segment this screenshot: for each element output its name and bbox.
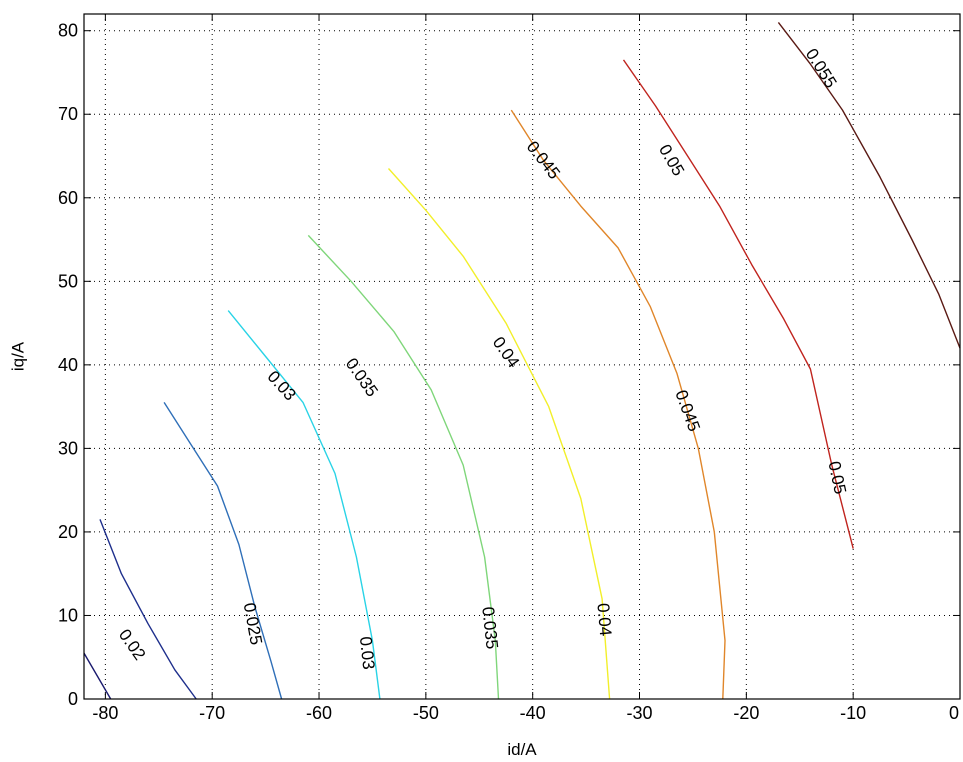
- contour-line-0.055: [777, 21, 961, 349]
- contour-label: 0.035: [478, 606, 501, 650]
- x-tick-label: -20: [733, 703, 759, 723]
- x-tick-label: 0: [949, 703, 959, 723]
- contour-lines: [83, 21, 961, 700]
- contour-line-0.03: [227, 310, 381, 700]
- plot-area-frame: [83, 13, 961, 700]
- y-tick-label: 0: [68, 689, 78, 709]
- axis-ticks: -80 -70 -60 -50 -40 -30 -20 -10 0 0 10 20 30 40 50 60 70…: [58, 14, 961, 723]
- y-tick-label: 20: [58, 522, 78, 542]
- y-axis-label: iq/A: [9, 341, 28, 371]
- contour-label: 0.04: [593, 602, 615, 637]
- contour-line-0.035: [307, 234, 500, 700]
- contour-line-0.045: [510, 109, 726, 700]
- contour-line-0.02: [99, 519, 197, 700]
- contour-line-0.04: [387, 168, 611, 700]
- y-tick-label: 80: [58, 21, 78, 41]
- grid: [84, 14, 960, 699]
- x-tick-label: -40: [520, 703, 546, 723]
- y-tick-label: 50: [58, 271, 78, 291]
- contour-line-0.05: [622, 59, 854, 549]
- y-tick-label: 30: [58, 438, 78, 458]
- y-tick-label: 70: [58, 104, 78, 124]
- x-tick-label: -30: [627, 703, 653, 723]
- x-tick-label: -70: [199, 703, 225, 723]
- x-tick-label: -50: [413, 703, 439, 723]
- x-axis-label: id/A: [507, 740, 537, 759]
- contour-label: 0.03: [356, 636, 378, 671]
- y-tick-label: 10: [58, 605, 78, 625]
- x-tick-label: -10: [840, 703, 866, 723]
- contour-line-0.025: [163, 402, 283, 700]
- y-tick-label: 60: [58, 188, 78, 208]
- y-tick-label: 40: [58, 355, 78, 375]
- x-tick-label: -60: [306, 703, 332, 723]
- contour-line-0.02: [83, 652, 112, 700]
- x-tick-label: -80: [92, 703, 118, 723]
